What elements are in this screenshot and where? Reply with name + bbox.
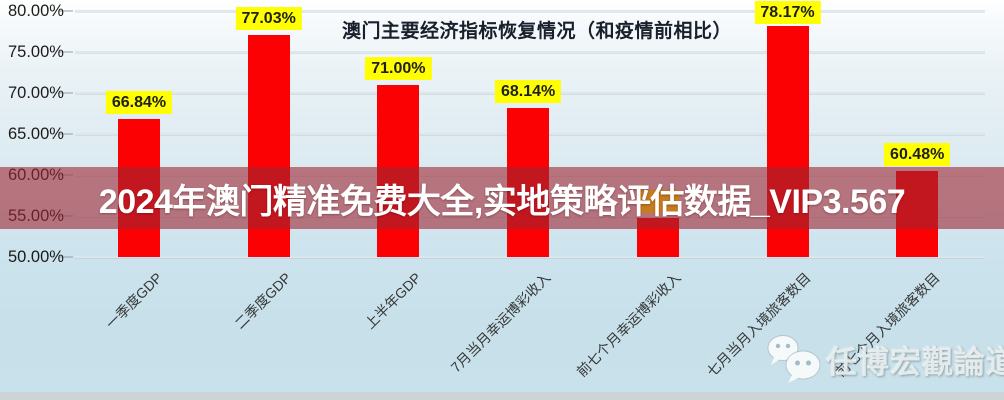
x-axis-label: 前七个月幸运博彩收入	[573, 269, 684, 380]
y-tick	[59, 92, 73, 94]
x-axis-label: 上半年GDP	[361, 269, 425, 332]
x-axis-label: 7月当月幸运博彩收入	[447, 269, 554, 376]
y-tick	[59, 133, 73, 135]
y-tick	[59, 10, 73, 12]
overlay-banner: 2024年澳门精准免费大全,实地策略评估数据_VIP3.567	[0, 167, 1004, 229]
gridline	[75, 10, 985, 12]
x-axis-label: 二季度GDP	[231, 269, 295, 332]
data-label: 78.17%	[754, 1, 821, 24]
data-label: 71.00%	[365, 57, 432, 80]
data-label: 68.14%	[494, 80, 562, 103]
bottom-strip	[0, 392, 1004, 400]
y-tick	[59, 256, 73, 258]
data-label: 60.48%	[884, 143, 951, 166]
watermark-text: 任博宏觀論道	[826, 344, 1004, 380]
watermark: 任博宏觀論道	[766, 330, 1004, 388]
gridline	[75, 256, 985, 258]
data-label: 77.03%	[235, 7, 302, 30]
chart-title: 澳门主要经济指标恢复情况（和疫情前相比）	[341, 21, 733, 42]
y-axis-label: 75.00%	[8, 43, 64, 61]
gridline	[75, 51, 985, 53]
data-label: 66.84%	[105, 91, 173, 114]
y-axis-label: 80.00%	[8, 2, 64, 20]
wechat-icon	[767, 335, 821, 383]
y-axis-label: 70.00%	[8, 84, 64, 102]
y-tick	[59, 51, 73, 53]
y-axis-label: 65.00%	[8, 125, 64, 143]
y-axis-label: 50.00%	[8, 248, 64, 266]
banner-text: 2024年澳门精准免费大全,实地策略评估数据_VIP3.567	[98, 182, 906, 221]
x-axis-label: 一季度GDP	[102, 269, 165, 332]
